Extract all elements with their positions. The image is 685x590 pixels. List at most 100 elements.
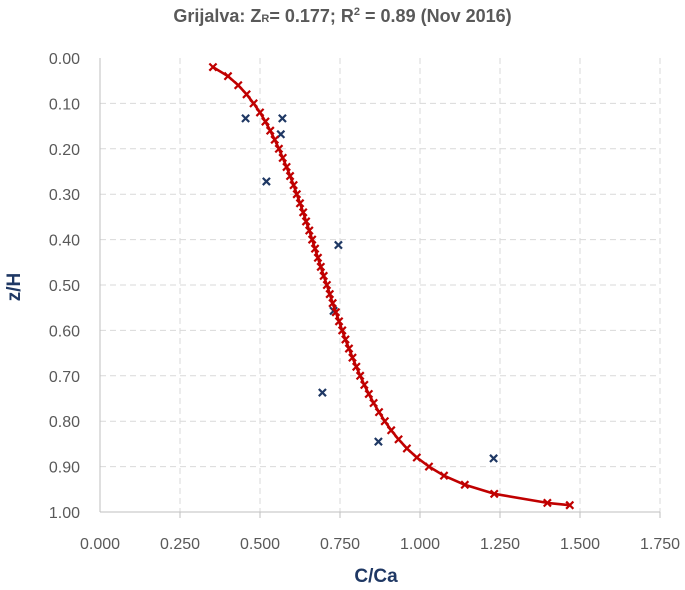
grid-layer [100,58,661,512]
fitted-point [265,126,275,136]
y-axis-title: z/H [4,273,25,302]
marker-stroke [304,226,314,235]
fitted-point [261,117,270,126]
y-tick-label: 0.50 [49,278,80,295]
marker-stroke [394,434,403,444]
marker-stroke [270,135,280,145]
fitted-point [542,498,552,508]
title-part-3: = 0.89 (Nov 2016) [360,6,512,26]
marker-stroke [261,117,270,126]
fitted-point [289,180,298,190]
x-tick-label: 0.000 [80,536,120,553]
x-tick-label: 0.750 [320,536,360,553]
marker-stroke [374,407,384,417]
fitted-point [359,380,369,390]
x-tick-label: 1.750 [640,536,680,553]
marker-stroke [348,353,357,363]
measured-point [489,454,498,463]
axis-layer [99,58,661,518]
marker-stroke [316,262,326,272]
marker-stroke [301,217,311,226]
fitted-point [351,362,361,372]
x-axis-title: C/Ca [354,566,398,587]
fitted-point [319,271,329,281]
fitted-point [325,289,335,299]
x-tick-label: 0.500 [240,536,280,553]
fitted-point [424,462,434,471]
fitted-point [489,489,499,499]
marker-stroke [331,307,341,317]
y-tick-label: 0.70 [49,369,80,386]
marker-stroke [295,198,305,208]
marker-stroke [241,114,250,123]
fitted-point [322,280,332,290]
fitted-point [313,253,323,263]
marker-stroke [386,425,396,435]
fitted-point [298,207,308,217]
fitted-point [301,217,311,226]
fitted-point [355,371,365,381]
fitted-point [364,389,374,399]
marker-stroke [310,244,320,254]
marker-stroke [412,453,422,462]
marker-stroke [489,489,499,499]
marker-stroke [460,480,470,490]
marker-stroke [298,207,308,217]
marker-stroke [334,316,344,326]
x-tick-label: 1.500 [560,536,600,553]
fitted-point [233,80,243,90]
marker-stroke [318,388,327,397]
marker-stroke [265,126,275,136]
marker-stroke [274,144,284,154]
measured-point [278,114,287,123]
fitted-point [369,398,378,408]
marker-stroke [278,153,288,163]
measured-point [334,240,343,250]
measured-point [262,177,271,186]
fitted-point [274,144,284,154]
fitted-point [270,135,280,145]
marker-stroke [328,298,338,308]
fitted-point [374,407,384,417]
tick-labels: 0.00 0.10 0.20 0.30 0.40 0.50 0.60 0.70 0.80 0.90… [49,51,680,553]
marker-stroke [233,80,243,90]
x-tick-label: 1.250 [480,536,520,553]
marker-stroke [282,162,291,172]
measured-point [241,114,250,123]
fitted-point [565,500,575,510]
fitted-point [278,153,288,163]
fitted-point [344,344,354,353]
fitted-point [348,353,357,363]
y-tick-label: 0.80 [49,414,80,431]
marker-stroke [565,500,575,510]
y-tick-label: 0.30 [49,187,80,204]
marker-stroke [285,171,295,181]
fitted-point [282,162,291,172]
marker-stroke [351,362,361,372]
fitted-point [292,189,302,199]
marker-stroke [542,498,552,508]
marker-stroke [337,326,347,335]
marker-stroke [374,437,383,447]
marker-stroke [242,89,251,99]
series-layer [208,62,575,510]
fitted-point [249,99,258,108]
fitted-point [242,89,251,99]
marker-stroke [369,398,378,408]
fitted-point [328,298,338,308]
y-tick-label: 1.00 [49,505,80,522]
marker-stroke [325,289,335,299]
marker-stroke [262,177,271,186]
fitted-point [337,326,347,335]
fitted-point [223,71,233,81]
marker-stroke [402,444,412,453]
marker-stroke [313,253,323,263]
y-tick-label: 0.20 [49,142,80,159]
fitted-point [380,416,390,426]
fitted-point [386,425,396,435]
measured-point [318,388,327,397]
marker-stroke [322,280,332,290]
fitted-point [285,171,295,181]
fitted-point [439,471,449,481]
marker-stroke [439,471,449,481]
